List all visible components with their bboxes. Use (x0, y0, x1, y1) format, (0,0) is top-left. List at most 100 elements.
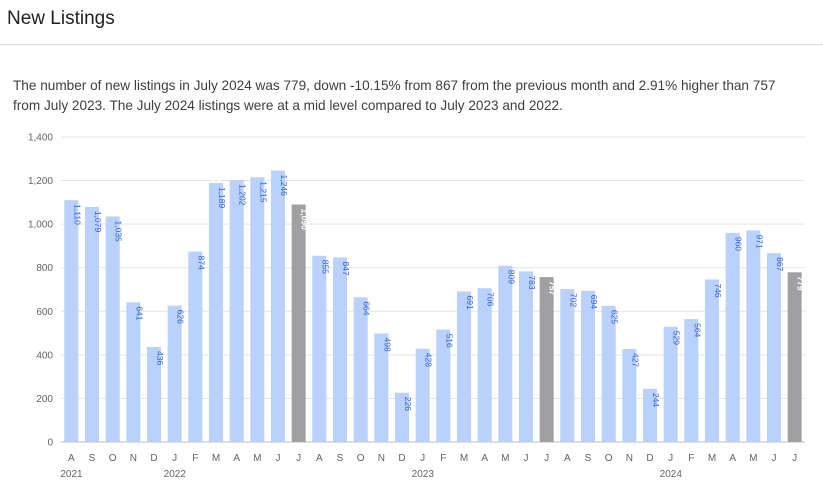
bar[interactable] (539, 277, 554, 442)
data-label: 847 (341, 261, 351, 275)
bar[interactable] (519, 271, 533, 442)
bar[interactable] (250, 177, 265, 442)
bar[interactable] (643, 388, 657, 442)
data-label: 244 (651, 393, 661, 407)
bar[interactable] (705, 279, 719, 442)
x-tick-label: A (564, 453, 571, 464)
bar[interactable] (64, 200, 79, 442)
x-tick-label: O (357, 453, 365, 464)
data-label: 1,110 (72, 204, 82, 225)
x-tick-label: D (150, 453, 157, 464)
bar[interactable] (229, 180, 244, 442)
x-tick-label: J (276, 453, 281, 464)
bar[interactable] (498, 265, 513, 442)
page-header: New Listings (0, 0, 823, 45)
y-tick-label: 800 (36, 263, 53, 274)
bar[interactable] (333, 257, 347, 442)
bar[interactable] (312, 255, 327, 442)
bar[interactable] (291, 204, 306, 442)
year-label: 2021 (60, 469, 83, 480)
bar[interactable] (457, 291, 471, 442)
x-tick-label: M (460, 453, 468, 464)
bar[interactable] (560, 289, 575, 442)
x-tick-label: S (337, 453, 344, 464)
bar[interactable] (353, 297, 368, 442)
year-label: 2022 (164, 469, 187, 480)
y-tick-label: 1,400 (28, 133, 53, 144)
chart-description: The number of new listings in July 2024 … (13, 78, 776, 113)
data-label: 971 (754, 234, 764, 248)
bar[interactable] (395, 392, 409, 442)
bar[interactable] (188, 251, 203, 442)
data-label: 428 (424, 353, 434, 367)
data-label: 706 (486, 292, 496, 306)
data-label: 625 (610, 310, 620, 324)
bar[interactable] (85, 206, 99, 442)
x-tick-label: J (420, 453, 425, 464)
x-tick-label: F (440, 453, 446, 464)
data-label: 702 (568, 293, 578, 307)
data-label: 641 (134, 306, 144, 320)
bar[interactable] (684, 319, 699, 442)
bar[interactable] (663, 326, 678, 442)
bar[interactable] (477, 288, 492, 442)
data-label: 626 (176, 310, 186, 324)
bar[interactable] (746, 230, 761, 442)
x-tick-label: S (89, 453, 96, 464)
bar[interactable] (374, 333, 389, 442)
data-label: 516 (444, 334, 454, 348)
data-label: 427 (630, 353, 640, 367)
bar[interactable] (601, 305, 616, 442)
data-label: 1,090 (300, 209, 310, 231)
data-label: 1,189 (217, 187, 227, 209)
data-label: 1,246 (279, 175, 289, 197)
data-label: 855 (320, 260, 330, 274)
bar[interactable] (436, 329, 451, 442)
data-label: 757 (548, 281, 558, 295)
x-tick-label: D (398, 453, 405, 464)
data-label: 1,215 (258, 181, 268, 203)
data-label: 783 (527, 275, 537, 289)
x-tick-label: M (253, 453, 261, 464)
grid-lines (61, 136, 805, 443)
bar[interactable] (622, 348, 637, 442)
data-label: 529 (672, 331, 682, 345)
data-label: 1,035 (114, 221, 124, 243)
y-tick-label: 400 (36, 350, 53, 361)
x-tick-label: S (585, 453, 592, 464)
x-tick-label: M (708, 453, 716, 464)
bar[interactable] (167, 305, 182, 442)
x-tick-label: J (524, 453, 529, 464)
y-tick-label: 0 (47, 438, 53, 449)
bar[interactable] (209, 182, 223, 443)
bar[interactable] (415, 348, 430, 442)
x-tick-label: F (192, 453, 198, 464)
x-tick-label: D (646, 453, 653, 464)
bar[interactable] (147, 347, 161, 442)
data-label: 226 (403, 397, 413, 411)
data-label: 809 (506, 270, 516, 284)
x-tick-label: F (688, 453, 694, 464)
y-tick-label: 1,200 (28, 176, 53, 187)
x-tick-label: J (544, 453, 549, 464)
bar[interactable] (725, 232, 740, 442)
x-tick-label: J (296, 453, 301, 464)
bar[interactable] (787, 272, 802, 442)
year-labels: 2021 2022 2023 2024 (60, 469, 682, 480)
data-label: 1,202 (238, 184, 248, 206)
x-tick-label: A (481, 453, 488, 464)
bar[interactable] (126, 302, 141, 442)
data-label: 564 (692, 323, 702, 337)
data-label: 691 (465, 295, 475, 309)
x-tick-label: M (212, 453, 220, 464)
data-label: 436 (155, 351, 165, 365)
data-label: 874 (196, 256, 206, 270)
y-tick-label: 1,000 (28, 220, 53, 231)
x-tick-label: O (109, 453, 117, 464)
bar[interactable] (105, 216, 120, 442)
bar[interactable] (271, 170, 285, 443)
x-tick-label: J (772, 453, 777, 464)
bar[interactable] (767, 253, 781, 442)
bar[interactable] (581, 290, 595, 442)
